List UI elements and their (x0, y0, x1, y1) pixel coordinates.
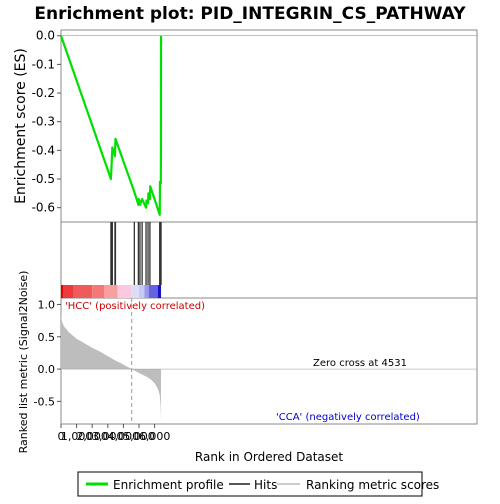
legend-label-enrichment-profile: Enrichment profile (113, 478, 224, 492)
metric-panel-frame (60, 297, 478, 425)
heatmap-segment-8 (144, 285, 149, 298)
heatmap-bar (61, 285, 162, 298)
legend-label-ranking-metric: Ranking metric scores (306, 478, 439, 492)
negative-correlation-label: 'CCA' (negatively correlated) (276, 412, 420, 423)
es-axis-label: Enrichment score (ES) (13, 48, 29, 204)
heatmap-segment-0 (61, 285, 64, 298)
x-tick-label-2: 2,000 (76, 430, 108, 443)
es-panel-frame (60, 29, 478, 223)
metric-axis-label: Ranked list metric (Signal2Noise) (17, 271, 30, 454)
heatmap-segment-3 (92, 285, 105, 298)
legend: Enrichment profile Hits Ranking metric s… (77, 471, 439, 497)
metric-tick-label-3: -0.5 (34, 395, 55, 408)
metric-tick-label-2: 0.0 (38, 363, 56, 376)
heatmap-segment-2 (73, 285, 93, 298)
x-axis-label: Rank in Ordered Dataset (195, 450, 343, 464)
zero-cross-label: Zero cross at 4531 (313, 358, 407, 369)
metric-tick-label-0: 1.0 (38, 298, 56, 311)
positive-correlation-label: 'HCC' (positively correlated) (65, 301, 205, 312)
heatmap-segment-5 (117, 285, 132, 298)
heatmap-segment-1 (63, 285, 74, 298)
es-tick-label-2: -0.2 (32, 86, 55, 100)
heatmap-segment-6 (131, 285, 139, 298)
es-tick-label-1: -0.1 (32, 57, 55, 71)
es-tick-label-0: 0.0 (36, 29, 55, 43)
x-tick-label-6: 6,000 (139, 430, 171, 443)
metric-tick-label-1: 0.5 (38, 331, 56, 344)
x-tick-label-5: 5,000 (123, 430, 155, 443)
axes-layer: 0.0 -0.1 -0.2 -0.3 -0.4 -0.5 -0.6 1.0 0.5 0.0 -0.5… (32, 29, 171, 443)
enrichment-profile-line (59, 35, 163, 216)
x-tick-label-3: 3,000 (92, 430, 124, 443)
x-tick-label-0: 0 (58, 430, 65, 443)
x-tick-label-4: 4,000 (108, 430, 140, 443)
heatmap-segment-4 (104, 285, 118, 298)
es-tick-label-4: -0.4 (32, 143, 55, 157)
es-tick-label-3: -0.3 (32, 115, 55, 129)
hits-layer (110, 222, 162, 285)
legend-label-hits: Hits (254, 478, 277, 492)
metric-fill-layer (61, 298, 477, 424)
chart-title: Enrichment plot: PID_INTEGRIN_CS_PATHWAY (34, 4, 466, 24)
heatmap-segment-7 (139, 285, 145, 298)
es-tick-label-6: -0.6 (32, 201, 55, 215)
x-tick-label-1: 1,000 (61, 430, 93, 443)
heatmap-segment-10 (157, 285, 162, 298)
es-tick-label-5: -0.5 (32, 172, 55, 186)
es-layer (59, 35, 477, 216)
ranking-metric-area (61, 310, 162, 421)
heatmap-segment-9 (148, 285, 158, 298)
